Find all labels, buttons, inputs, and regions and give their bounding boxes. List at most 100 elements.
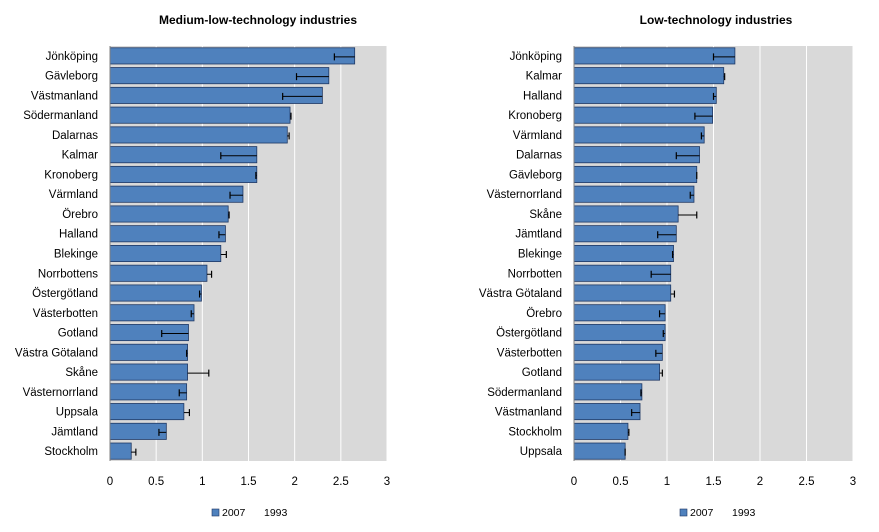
category-label: Gotland <box>522 367 562 379</box>
x-tick-label: 1 <box>199 476 205 488</box>
chart-title: Low-technology industries <box>640 13 793 27</box>
category-label: Örebro <box>526 308 562 320</box>
bar <box>109 403 185 421</box>
bar <box>109 264 208 282</box>
category-label: Västmanland <box>31 90 98 102</box>
bar <box>573 343 663 361</box>
x-tick-label: 0 <box>571 476 577 488</box>
bar <box>109 244 222 263</box>
bar <box>109 86 323 104</box>
bar <box>109 205 229 223</box>
category-label: Örebro <box>62 209 98 221</box>
x-tick-label: 0.5 <box>613 476 629 488</box>
bar <box>109 343 188 361</box>
x-tick-label: 2.5 <box>333 476 349 488</box>
bar <box>573 205 679 223</box>
category-label: Västerbotten <box>497 347 562 359</box>
category-label: Dalarnas <box>52 130 98 142</box>
category-label: Halland <box>59 229 98 241</box>
bar <box>573 324 666 342</box>
category-label: Norrbottens <box>38 268 98 280</box>
category-label: Kalmar <box>62 150 99 162</box>
category-label: Södermanland <box>23 110 98 122</box>
bar <box>573 244 674 263</box>
x-tick-label: 0 <box>107 476 113 488</box>
bar <box>109 225 226 243</box>
category-label: Kronoberg <box>508 110 562 122</box>
bar <box>573 422 629 440</box>
bar <box>109 284 202 302</box>
category-label: Kronoberg <box>44 169 98 181</box>
x-tick-label: 3 <box>850 476 856 488</box>
legend-swatch-2007 <box>211 508 220 517</box>
chart-panel-medium-low-tech: Medium-low-technology industries 0 0.5 1 1.… <box>15 13 390 519</box>
bar <box>573 47 736 65</box>
bar <box>109 304 195 322</box>
category-label: Kalmar <box>526 71 563 83</box>
bar <box>573 165 698 183</box>
category-label: Stockholm <box>44 446 98 458</box>
category-label: Stockholm <box>508 426 562 438</box>
bar <box>573 185 695 203</box>
bar <box>109 324 189 342</box>
category-label: Gotland <box>58 328 98 340</box>
bar <box>573 264 672 282</box>
bar <box>109 106 291 124</box>
bar <box>573 442 626 460</box>
bar <box>109 363 188 381</box>
category-label: Östergötland <box>32 288 98 300</box>
bar <box>573 284 672 302</box>
category-label: Västernorrland <box>23 387 98 399</box>
bar <box>573 363 660 381</box>
x-tick-label: 2 <box>757 476 763 488</box>
x-tick-label: 3 <box>384 476 390 488</box>
bar <box>109 422 167 440</box>
bar <box>109 383 188 401</box>
legend-label-2007: 2007 <box>222 507 246 519</box>
legend-label-1993: 1993 <box>264 507 288 519</box>
chart-panel-low-tech: Low-technology industries 0 0.5 1 1.5 2 2.5 3 J… <box>479 13 856 519</box>
bar <box>573 86 717 104</box>
bar <box>573 67 725 85</box>
category-label: Västra Götaland <box>15 347 98 359</box>
bar <box>109 185 244 203</box>
category-label: Blekinge <box>54 249 98 261</box>
bar <box>109 146 258 164</box>
category-label: Jönköping <box>510 51 562 63</box>
x-tick-label: 0.5 <box>148 476 164 488</box>
legend-label-1993: 1993 <box>732 507 756 519</box>
bar <box>573 403 641 421</box>
bar <box>109 165 258 183</box>
bar <box>109 47 356 65</box>
category-label: Norrbotten <box>508 268 562 280</box>
bar <box>573 225 677 243</box>
category-label: Jönköping <box>46 51 98 63</box>
category-label: Gävleborg <box>509 169 562 181</box>
category-label: Västerbotten <box>33 308 98 320</box>
category-label: Värmland <box>513 130 562 142</box>
category-label: Halland <box>523 90 562 102</box>
chart-title: Medium-low-technology industries <box>159 13 357 27</box>
category-label: Dalarnas <box>516 150 562 162</box>
category-label: Uppsala <box>520 446 563 458</box>
category-label: Jämtland <box>51 426 98 438</box>
category-label: Blekinge <box>518 249 562 261</box>
x-tick-label: 1.5 <box>706 476 722 488</box>
x-tick-label: 1 <box>664 476 670 488</box>
bar <box>573 146 700 164</box>
x-tick-label: 2 <box>291 476 297 488</box>
category-label: Västmanland <box>495 407 562 419</box>
category-label: Västernorrland <box>487 189 562 201</box>
bar <box>109 126 288 144</box>
bar <box>573 106 713 124</box>
x-tick-label: 2.5 <box>799 476 815 488</box>
bar <box>573 304 666 322</box>
category-label: Västra Götaland <box>479 288 562 300</box>
x-tick-label: 1.5 <box>241 476 257 488</box>
category-label: Värmland <box>49 189 98 201</box>
bar <box>573 383 643 401</box>
category-label: Uppsala <box>56 407 99 419</box>
bar <box>109 442 132 460</box>
category-label: Skåne <box>65 367 98 379</box>
